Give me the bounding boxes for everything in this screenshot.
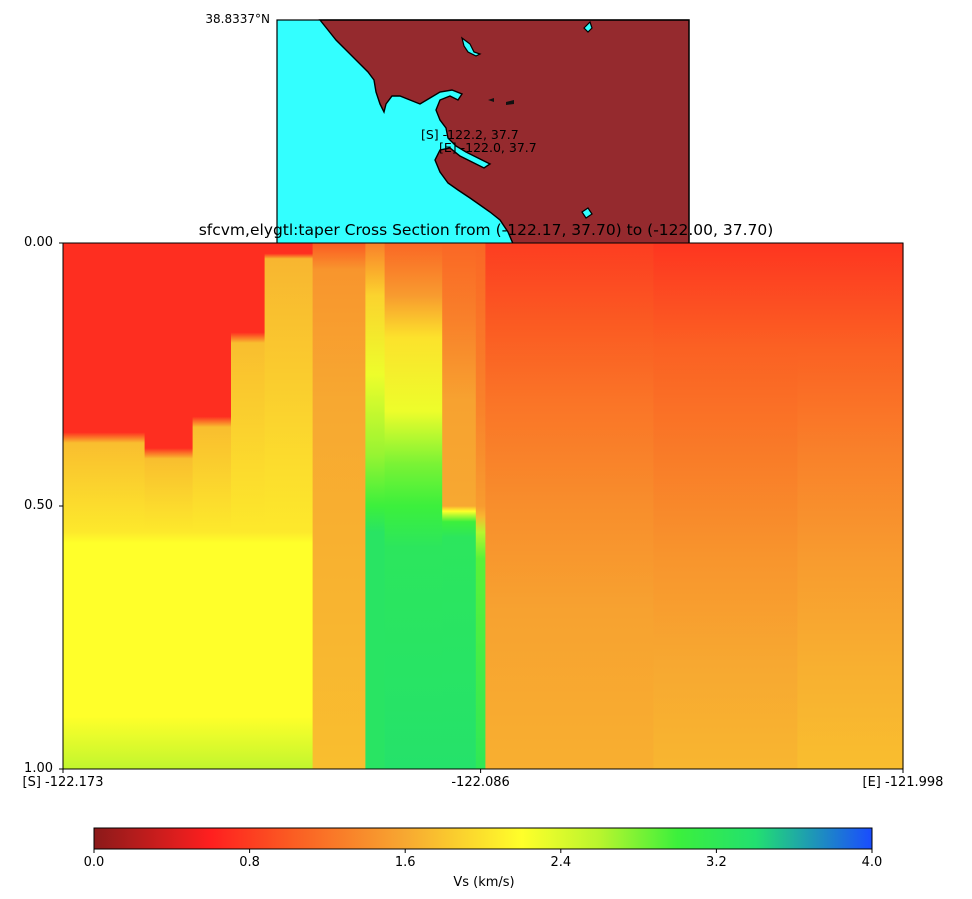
map-start-label: [S] -122.2, 37.7	[421, 127, 519, 142]
colorbar-tick-label: 3.2	[706, 855, 727, 870]
heatmap-column	[384, 243, 443, 769]
map-land	[318, 19, 690, 247]
colorbar-tick-label: 2.4	[550, 855, 572, 870]
map-islet-1	[488, 98, 494, 102]
heatmap-column	[442, 243, 477, 769]
colorbar-tick-label: 1.6	[394, 855, 416, 870]
heatmap-column	[192, 243, 232, 769]
heatmap-column	[144, 243, 194, 769]
heatmap-column	[485, 243, 654, 769]
heatmap-column	[264, 243, 314, 769]
heatmap-columns	[63, 243, 904, 769]
heatmap-column	[63, 243, 146, 769]
map-lake-island	[461, 36, 482, 57]
colorbar-ticks	[93, 849, 873, 853]
heatmap-column	[797, 243, 904, 769]
map-end-label: [E] -122.0, 37.7	[439, 140, 537, 155]
colorbar-tick-label: 0.0	[83, 855, 105, 870]
axis-ticks	[59, 242, 904, 773]
map-corner-latitude: 38.8337°N	[205, 12, 270, 26]
colorbar-tick-label: 0.8	[239, 855, 260, 870]
map-island-ne	[583, 20, 593, 33]
x-tick-label: [S] -122.173	[22, 775, 104, 790]
colorbar-gradient	[93, 827, 873, 850]
heatmap-column	[475, 243, 486, 769]
map-island-se	[581, 207, 593, 219]
map-islet-2	[506, 100, 514, 105]
x-tick-label: [E] -121.998	[862, 775, 944, 790]
heatmap-column	[365, 243, 386, 769]
colorbar-label: Vs (km/s)	[453, 875, 515, 890]
heatmap-column	[653, 243, 798, 769]
heatmap-column	[231, 243, 266, 769]
chart-title: sfcvm,elygtl:taper Cross Section from (-…	[198, 221, 774, 239]
x-tick-label: -122.086	[451, 775, 510, 790]
colorbar-tick-label: 4.0	[861, 855, 883, 870]
y-tick-label: 1.00	[24, 761, 53, 776]
y-tick-label: 0.50	[24, 498, 53, 513]
y-tick-label: 0.00	[24, 235, 53, 250]
heatmap-column	[312, 243, 366, 769]
